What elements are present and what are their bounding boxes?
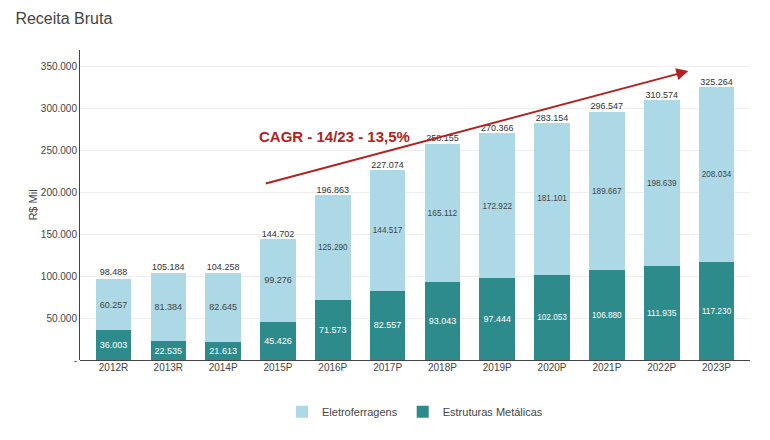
svg-text:-: -	[74, 355, 77, 366]
svg-text:270.366: 270.366	[481, 123, 514, 133]
svg-text:296.547: 296.547	[591, 101, 624, 111]
svg-text:172.922: 172.922	[482, 202, 512, 211]
svg-text:82.645: 82.645	[209, 302, 237, 312]
svg-text:189.667: 189.667	[592, 187, 622, 196]
svg-text:125.290: 125.290	[318, 243, 348, 252]
svg-text:98.488: 98.488	[100, 267, 128, 277]
svg-text:21.613: 21.613	[209, 346, 237, 356]
svg-text:2018P: 2018P	[428, 362, 457, 373]
svg-text:198.639: 198.639	[647, 179, 677, 188]
svg-text:82.557: 82.557	[374, 320, 402, 330]
svg-text:99.276: 99.276	[264, 275, 292, 285]
svg-text:CAGR - 14/23 - 13,5%: CAGR - 14/23 - 13,5%	[259, 128, 410, 145]
svg-text:60.257: 60.257	[100, 300, 128, 310]
svg-text:227.074: 227.074	[371, 160, 404, 170]
svg-text:283.154: 283.154	[536, 113, 569, 123]
svg-text:150.000: 150.000	[41, 229, 78, 240]
svg-text:45.426: 45.426	[264, 336, 292, 346]
svg-text:71.573: 71.573	[319, 325, 347, 335]
svg-text:111.935: 111.935	[647, 308, 677, 318]
svg-text:102.053: 102.053	[537, 313, 567, 322]
svg-text:250.000: 250.000	[41, 145, 78, 156]
svg-text:100.000: 100.000	[41, 271, 78, 282]
svg-text:310.574: 310.574	[645, 90, 678, 100]
svg-text:2017P: 2017P	[373, 362, 402, 373]
svg-text:2013R: 2013R	[154, 362, 183, 373]
svg-text:258.155: 258.155	[426, 133, 459, 143]
svg-text:2012R: 2012R	[99, 362, 128, 373]
svg-text:325.264: 325.264	[700, 77, 733, 87]
svg-text:81.384: 81.384	[155, 302, 183, 312]
svg-text:2019P: 2019P	[483, 362, 512, 373]
svg-text:181.101: 181.101	[537, 194, 567, 203]
svg-text:104.258: 104.258	[207, 262, 240, 272]
svg-text:117.230: 117.230	[702, 306, 732, 316]
svg-text:350.000: 350.000	[41, 61, 78, 72]
svg-text:144.702: 144.702	[262, 229, 295, 239]
svg-text:22.535: 22.535	[155, 346, 183, 356]
svg-text:144.517: 144.517	[373, 226, 403, 235]
svg-text:106.880: 106.880	[592, 311, 622, 320]
svg-text:165.112: 165.112	[428, 208, 458, 218]
svg-text:Receita Bruta: Receita Bruta	[15, 10, 112, 27]
svg-text:208.034: 208.034	[702, 170, 732, 179]
svg-text:2015P: 2015P	[263, 362, 292, 373]
svg-text:2020P: 2020P	[538, 362, 567, 373]
svg-text:300.000: 300.000	[41, 103, 78, 114]
svg-text:Eletroferragens: Eletroferragens	[322, 406, 398, 418]
svg-text:2021P: 2021P	[592, 362, 621, 373]
svg-text:Estruturas Metálicas: Estruturas Metálicas	[443, 406, 543, 418]
svg-text:50.000: 50.000	[46, 313, 77, 324]
svg-text:2016P: 2016P	[318, 362, 347, 373]
svg-text:105.184: 105.184	[152, 262, 185, 272]
svg-text:200.000: 200.000	[41, 187, 78, 198]
svg-text:R$ Mil: R$ Mil	[27, 189, 39, 220]
svg-text:2023P: 2023P	[702, 362, 731, 373]
svg-text:196.863: 196.863	[316, 185, 349, 195]
svg-text:2022P: 2022P	[647, 362, 676, 373]
svg-text:93.043: 93.043	[429, 316, 457, 326]
svg-text:97.444: 97.444	[483, 314, 511, 324]
svg-text:2014P: 2014P	[209, 362, 238, 373]
svg-text:36.003: 36.003	[100, 340, 128, 350]
